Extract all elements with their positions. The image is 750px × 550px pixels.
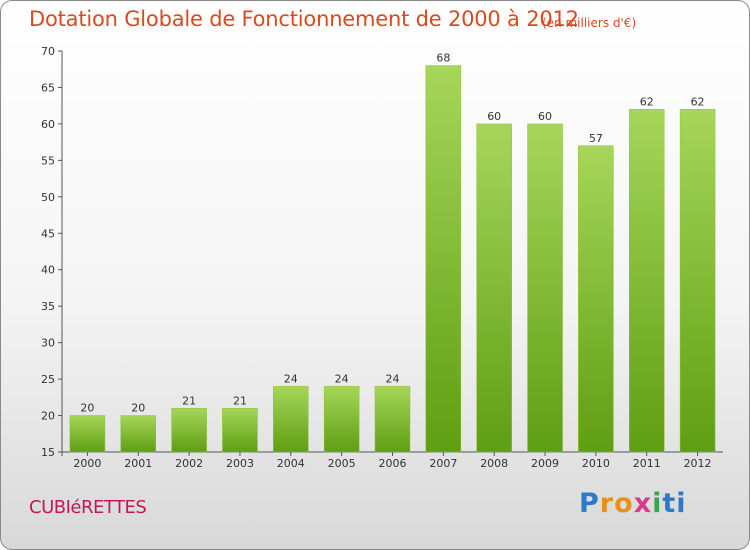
bar-2004 — [273, 386, 309, 453]
x-tick-label: 2007 — [429, 457, 457, 470]
y-tick-label: 70 — [41, 45, 55, 58]
y-tick-label: 50 — [41, 191, 55, 204]
bar-2012 — [679, 109, 716, 453]
x-tick-label: 2010 — [582, 457, 610, 470]
proxiti-logo: Proxiti — [579, 488, 687, 519]
y-tick-label: 20 — [41, 410, 55, 423]
value-label: 20 — [131, 402, 145, 415]
value-label: 24 — [386, 372, 400, 385]
bar-2011 — [628, 109, 665, 453]
x-tick-label: 2000 — [73, 457, 101, 470]
chart-unit: (en milliers d'€) — [542, 16, 637, 30]
x-tick-label: 2011 — [633, 457, 661, 470]
value-label: 21 — [233, 394, 247, 407]
bar-2001 — [120, 415, 157, 453]
y-tick-label: 30 — [41, 337, 55, 350]
bar-2009 — [527, 123, 563, 453]
x-tick-label: 2002 — [175, 457, 203, 470]
y-tick-label: 55 — [41, 154, 55, 167]
logo-letter: i — [652, 488, 663, 519]
x-tick-label: 2004 — [277, 457, 305, 470]
chart-title: Dotation Globale de Fonctionnement de 20… — [29, 7, 579, 31]
commune-name: CUBIéRETTES — [29, 497, 147, 518]
y-tick-label: 25 — [41, 373, 55, 386]
bars-group — [69, 65, 716, 453]
value-label: 62 — [640, 95, 654, 108]
x-tick-label: 2008 — [480, 457, 508, 470]
x-tick-label: 2001 — [124, 457, 152, 470]
logo-letter: x — [633, 488, 653, 519]
bar-2006 — [374, 386, 411, 453]
y-tick-label: 35 — [41, 300, 55, 313]
bar-2010 — [578, 145, 614, 453]
logo-letter: t — [662, 488, 677, 519]
value-label: 24 — [284, 372, 298, 385]
value-label: 24 — [335, 372, 349, 385]
bar-2000 — [69, 415, 106, 453]
value-label: 20 — [80, 402, 94, 415]
x-tick-label: 2012 — [684, 457, 712, 470]
logo-letter: r — [599, 488, 615, 519]
bar-2007 — [425, 65, 462, 453]
bar-2003 — [222, 408, 258, 453]
x-tick-label: 2005 — [328, 457, 356, 470]
logo-letter: i — [676, 488, 687, 519]
bar-2008 — [476, 123, 512, 453]
value-label: 57 — [589, 132, 603, 145]
value-label: 21 — [182, 394, 196, 407]
x-tick-label: 2006 — [379, 457, 407, 470]
y-tick-label: 60 — [41, 118, 55, 131]
logo-letter: P — [579, 488, 600, 519]
bar-2002 — [171, 408, 207, 453]
x-tick-label: 2009 — [531, 457, 559, 470]
y-tick-label: 65 — [41, 81, 55, 94]
value-label: 60 — [538, 110, 552, 123]
value-label: 60 — [487, 110, 501, 123]
y-tick-label: 15 — [41, 446, 55, 459]
y-tick-label: 45 — [41, 227, 55, 240]
y-tick-label: 40 — [41, 264, 55, 277]
value-label: 68 — [436, 52, 450, 65]
value-label: 62 — [691, 95, 705, 108]
labels-group: 2000 20 2001 20 2002 21 2003 21 2004 24 2005 24 2006… — [73, 52, 711, 470]
bar-2005 — [323, 386, 360, 453]
x-tick-label: 2003 — [226, 457, 254, 470]
axes: 15 20 25 30 35 40 45 50 55 60 65 70 — [41, 45, 723, 459]
logo-letter: o — [614, 488, 634, 519]
